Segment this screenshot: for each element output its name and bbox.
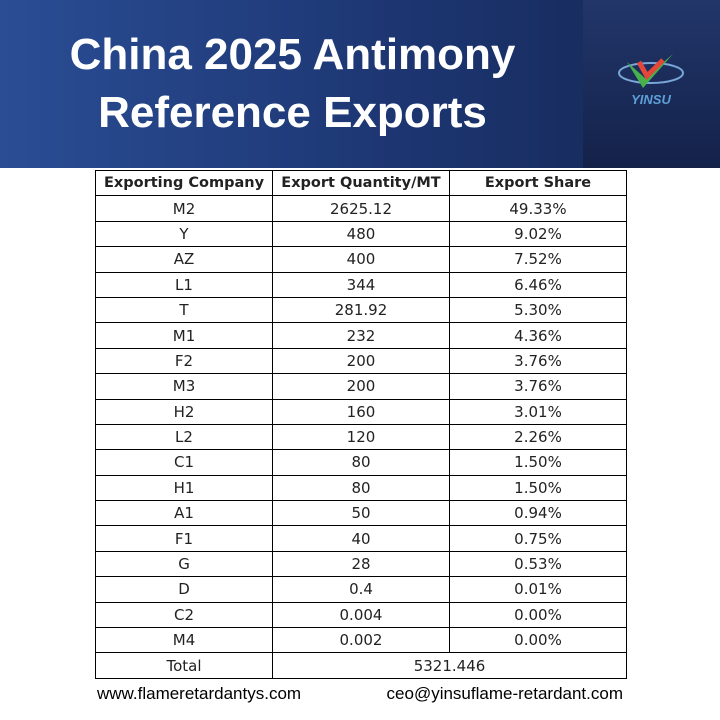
table-row: AZ 400 7.52% <box>95 246 627 273</box>
table-cell: 232 <box>272 322 450 349</box>
table-cell: 0.4 <box>272 576 450 603</box>
table-row: H2 160 3.01% <box>95 398 627 425</box>
column-header: Export Quantity/MT <box>272 169 450 197</box>
table-cell: 80 <box>272 449 450 476</box>
column-header: Exporting Company <box>95 169 273 197</box>
table-cell: A1 <box>95 500 273 527</box>
table-cell: 200 <box>272 347 450 375</box>
total-label: Total <box>95 652 273 679</box>
logo-box <box>583 0 720 168</box>
table-cell: 400 <box>272 246 450 273</box>
table-cell: F2 <box>95 347 273 375</box>
logo-icon <box>618 54 684 88</box>
table-row: M1 232 4.36% <box>95 322 627 349</box>
table-cell: 80 <box>272 474 450 502</box>
table-cell: 200 <box>272 373 450 400</box>
table-row: Y 480 9.02% <box>95 220 627 248</box>
table-cell: 9.02% <box>449 220 627 248</box>
table-row: C2 0.004 0.00% <box>95 601 627 629</box>
table-cell: 3.76% <box>449 373 627 400</box>
table-row: A1 50 0.94% <box>95 500 627 527</box>
header-row: Exporting Company Export Quantity/MT Expor… <box>95 169 627 197</box>
total-row: Total 5321.446 <box>95 652 627 679</box>
table-cell: 0.00% <box>449 627 627 654</box>
table-cell: 0.004 <box>272 601 450 629</box>
title-line: Reference Exports <box>98 88 487 137</box>
table-cell: M4 <box>95 627 273 654</box>
table-cell: 1.50% <box>449 474 627 502</box>
table-row: G 28 0.53% <box>95 550 627 578</box>
table-cell: 480 <box>272 220 450 248</box>
table-row: C1 80 1.50% <box>95 449 627 476</box>
table-cell: 7.52% <box>449 246 627 273</box>
table-row: D 0.4 0.01% <box>95 576 627 603</box>
table-row: H1 80 1.50% <box>95 474 627 502</box>
table-cell: 2.26% <box>449 423 627 451</box>
table-cell: C2 <box>95 601 273 629</box>
table-row: M2 2625.12 49.33% <box>95 195 627 222</box>
table-cell: Y <box>95 220 273 248</box>
table-row: F2 200 3.76% <box>95 347 627 375</box>
table-cell: 50 <box>272 500 450 527</box>
table-cell: H1 <box>95 474 273 502</box>
banner: China 2025 Antimony Reference Exports YI… <box>0 0 720 168</box>
table-cell: 4.36% <box>449 322 627 349</box>
table-cell: M3 <box>95 373 273 400</box>
total-value: 5321.446 <box>272 652 627 679</box>
table-cell: 3.01% <box>449 398 627 425</box>
table-cell: C1 <box>95 449 273 476</box>
table-cell: L2 <box>95 423 273 451</box>
table-cell: 28 <box>272 550 450 578</box>
table-cell: 2625.12 <box>272 195 450 222</box>
table-cell: M2 <box>95 195 273 222</box>
title-line: China 2025 Antimony <box>69 30 516 79</box>
table-cell: 281.92 <box>272 296 450 324</box>
table-cell: 1.50% <box>449 449 627 476</box>
table-cell: F1 <box>95 525 273 552</box>
table-cell: 160 <box>272 398 450 425</box>
column-header: Export Share <box>449 169 627 197</box>
table-cell: 6.46% <box>449 271 627 298</box>
table-cell: 5.30% <box>449 296 627 324</box>
table-cell: M1 <box>95 322 273 349</box>
table-cell: 0.94% <box>449 500 627 527</box>
table-cell: H2 <box>95 398 273 425</box>
table-cell: 0.00% <box>449 601 627 629</box>
table-cell: D <box>95 576 273 603</box>
table-cell: T <box>95 296 273 324</box>
table-cell: 0.01% <box>449 576 627 603</box>
table-cell: 120 <box>272 423 450 451</box>
table-cell: L1 <box>95 271 273 298</box>
table-cell: 3.76% <box>449 347 627 375</box>
table-cell: G <box>95 550 273 578</box>
table-row: L2 120 2.26% <box>95 423 627 451</box>
table-row: F1 40 0.75% <box>95 525 627 552</box>
table-row: T 281.92 5.30% <box>95 296 627 324</box>
table-row: M4 0.002 0.00% <box>95 627 627 654</box>
table-cell: 0.53% <box>449 550 627 578</box>
table-cell: AZ <box>95 246 273 273</box>
table-cell: 40 <box>272 525 450 552</box>
table-row: L1 344 6.46% <box>95 271 627 298</box>
email: ceo@yinsuflame-retardant.com <box>386 684 623 703</box>
export-table: Exporting Company Export Quantity/MT Expor… <box>95 169 627 679</box>
table-cell: 49.33% <box>449 195 627 222</box>
table-cell: 0.002 <box>272 627 450 654</box>
logo-text: YINSU <box>631 92 671 107</box>
table-cell: 0.75% <box>449 525 627 552</box>
table-row: M3 200 3.76% <box>95 373 627 400</box>
website: www.flameretardantys.com <box>97 684 302 703</box>
table-cell: 344 <box>272 271 450 298</box>
